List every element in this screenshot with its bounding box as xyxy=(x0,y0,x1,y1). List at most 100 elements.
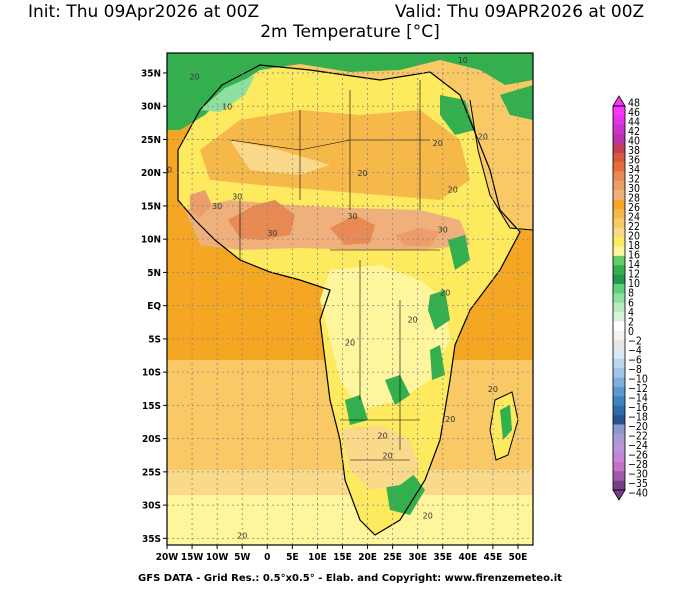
lat-label: 5S xyxy=(148,334,161,345)
contour-label: 20 xyxy=(478,132,488,141)
contour-label: 20 xyxy=(189,73,199,82)
lon-label: 5E xyxy=(286,552,298,563)
lat-label: 30N xyxy=(141,102,161,113)
lat-label: 10S xyxy=(142,368,161,379)
colorbar-swatch xyxy=(613,330,625,341)
atlas-cool-zone xyxy=(200,75,255,112)
angola-highland xyxy=(385,375,410,405)
colorbar-swatch xyxy=(613,115,625,126)
colorbar-swatch xyxy=(613,293,625,303)
contour-label: 20 xyxy=(383,452,393,461)
colorbar-label: 12 xyxy=(628,269,640,281)
sahara-mild-zone xyxy=(230,140,330,175)
lat-label: 20N xyxy=(141,168,161,179)
lat-lon-grid xyxy=(167,53,533,545)
lat-label: 15N xyxy=(141,201,161,212)
colorbar-label: 10 xyxy=(628,278,640,290)
colorbar-label: 48 xyxy=(628,98,640,110)
colorbar-label: 0 xyxy=(628,326,634,338)
cool-south-band xyxy=(167,495,533,545)
colorbar-swatch xyxy=(613,480,625,491)
colorbar-swatch xyxy=(613,255,625,266)
contour-label: 10 xyxy=(222,103,232,112)
colorbar-swatch xyxy=(613,321,625,332)
colorbar-swatch xyxy=(613,237,625,247)
colorbar-label: 28 xyxy=(628,193,640,205)
lon-label: 40E xyxy=(458,552,477,563)
colorbar-label: −12 xyxy=(628,383,648,395)
contour-label: 30 xyxy=(438,226,448,235)
colorbar-swatch xyxy=(613,340,625,350)
nile-cool-zone xyxy=(440,95,475,135)
colorbar-swatch xyxy=(613,180,625,191)
colorbar-swatch xyxy=(613,143,625,154)
colorbar-label: −16 xyxy=(628,402,648,414)
colorbar-label: −6 xyxy=(628,354,642,366)
contour-label: 30 xyxy=(347,212,357,221)
colorbar-swatch xyxy=(613,452,625,463)
africa-coastline xyxy=(177,64,521,536)
colorbar-label: −28 xyxy=(628,459,648,471)
contour-label: 20 xyxy=(440,289,450,298)
colorbar-label: 36 xyxy=(628,155,640,167)
arabian-peninsula xyxy=(470,90,533,230)
lat-label: 35N xyxy=(141,68,161,79)
colorbar-label: −22 xyxy=(628,430,648,442)
colorbar-swatch xyxy=(613,433,625,444)
lat-label: 20S xyxy=(142,434,161,445)
contour-label: 20 xyxy=(357,169,367,178)
colorbar-label: 46 xyxy=(628,107,640,119)
lon-label: 0 xyxy=(264,552,270,563)
colorbar-swatch xyxy=(613,171,625,182)
lon-label: 50E xyxy=(509,552,528,563)
lon-label: 25E xyxy=(383,552,402,563)
country-borders xyxy=(229,80,440,461)
colorbar-swatch xyxy=(613,274,625,285)
colorbar-label: 32 xyxy=(628,174,640,186)
east-africa-highland xyxy=(428,290,450,330)
lat-label: 10N xyxy=(141,235,161,246)
contour-label: 10 xyxy=(458,56,468,65)
colorbar-top-arrow xyxy=(612,95,626,107)
lon-label: 15E xyxy=(333,552,352,563)
colorbar-swatch xyxy=(613,386,625,397)
lon-label: 10E xyxy=(308,552,327,563)
madagascar-highland xyxy=(500,405,512,440)
colorbar-swatch xyxy=(613,283,625,294)
lat-label: 30S xyxy=(142,501,161,512)
contour-label: 30 xyxy=(212,202,222,211)
init-time: Init: Thu 09Apr2026 at 00Z xyxy=(28,2,260,22)
colorbar-swatch xyxy=(613,415,625,425)
colorbar-label: 44 xyxy=(628,117,640,129)
colorbar-swatch xyxy=(613,461,625,472)
colorbar-swatch xyxy=(613,302,625,313)
sahara-warm-zone xyxy=(200,110,470,200)
contour-label: 30 xyxy=(232,192,242,201)
colorbar-label: 6 xyxy=(628,297,634,309)
colorbar-label: 14 xyxy=(628,259,640,271)
colorbar-swatch xyxy=(613,246,625,257)
hot-spot-mali xyxy=(228,200,295,240)
map-field: 10 20 10 20 20 20 20 20 30 30 30 30 30 20 20 20 20 20 20 20… xyxy=(162,53,533,545)
north-cool-zone xyxy=(167,53,533,130)
colorbar-label: −26 xyxy=(628,449,648,461)
contour-label: 20 xyxy=(162,166,172,175)
lake-region-highland xyxy=(430,345,445,380)
contour-labels: 10 20 10 20 20 20 20 20 30 30 30 30 30 20 20 20 20 20 20 20… xyxy=(162,56,498,540)
colorbar-label: 20 xyxy=(628,231,640,243)
valid-time: Valid: Thu 09APR2026 at 00Z xyxy=(395,2,645,22)
map-frame xyxy=(166,52,534,546)
colorbar-label: 18 xyxy=(628,240,640,252)
lon-label: 35E xyxy=(433,552,452,563)
colorbar-swatch xyxy=(613,396,625,407)
colorbar-swatch xyxy=(613,358,625,369)
lon-label: 30E xyxy=(408,552,427,563)
lat-label: 5N xyxy=(147,268,161,279)
contour-label: 20 xyxy=(433,139,443,148)
contour-label: 20 xyxy=(448,186,458,195)
contour-label: 20 xyxy=(237,531,247,540)
colorbar-label: −10 xyxy=(628,373,648,385)
colorbar-label: 42 xyxy=(628,126,640,138)
lon-label: 45E xyxy=(484,552,503,563)
contour-label: 20 xyxy=(377,432,387,441)
